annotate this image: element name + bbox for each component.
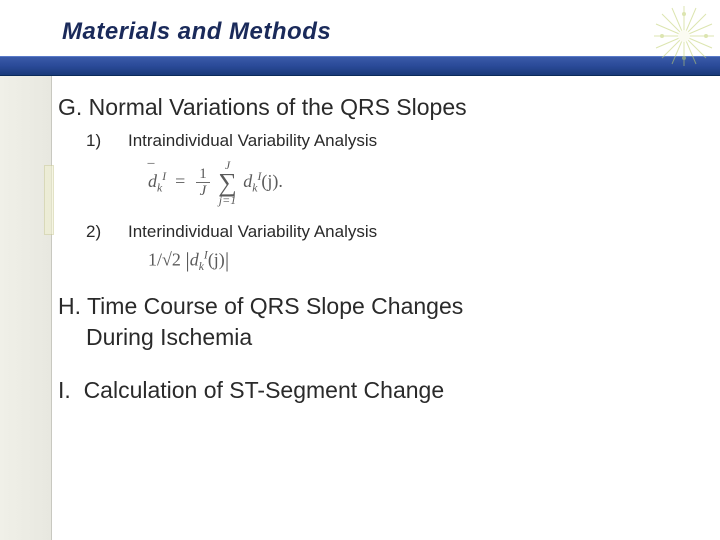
subitem-2-num: 2) [86,222,110,242]
section-h-title-line2: During Ischemia [58,322,698,353]
section-i-label: I. [58,377,71,403]
section-i-heading: I. Calculation of ST-Segment Change [58,377,698,404]
formula-2: 1/√2 |dkI(j)| [148,248,698,273]
banner-bar [0,56,720,76]
section-g-label: G. [58,94,82,120]
section-g-title: Normal Variations of the QRS Slopes [89,94,467,120]
starburst-icon [652,4,716,68]
section-g-heading: G. Normal Variations of the QRS Slopes [58,94,698,121]
left-sidebar [0,76,52,540]
subitem-1: 1) Intraindividual Variability Analysis [86,131,698,151]
section-h-heading: H. Time Course of QRS Slope Changes Duri… [58,291,698,353]
header: Materials and Methods [0,0,720,72]
slide: Materials and Methods G. Normal [0,0,720,540]
subitem-2-text: Interindividual Variability Analysis [128,222,377,242]
section-h-title-line1: Time Course of QRS Slope Changes [87,293,463,319]
subitem-1-text: Intraindividual Variability Analysis [128,131,377,151]
section-i-title: Calculation of ST-Segment Change [84,377,445,403]
sidebar-accent [44,165,54,235]
section-h-label: H. [58,293,81,319]
subitem-2: 2) Interindividual Variability Analysis [86,222,698,242]
slide-title: Materials and Methods [62,18,331,46]
formula-1: ‾ d kI = 1 J J ∑ j=1 dkI(j). [148,159,698,206]
subitem-1-num: 1) [86,131,110,151]
content-area: G. Normal Variations of the QRS Slopes 1… [58,94,698,404]
